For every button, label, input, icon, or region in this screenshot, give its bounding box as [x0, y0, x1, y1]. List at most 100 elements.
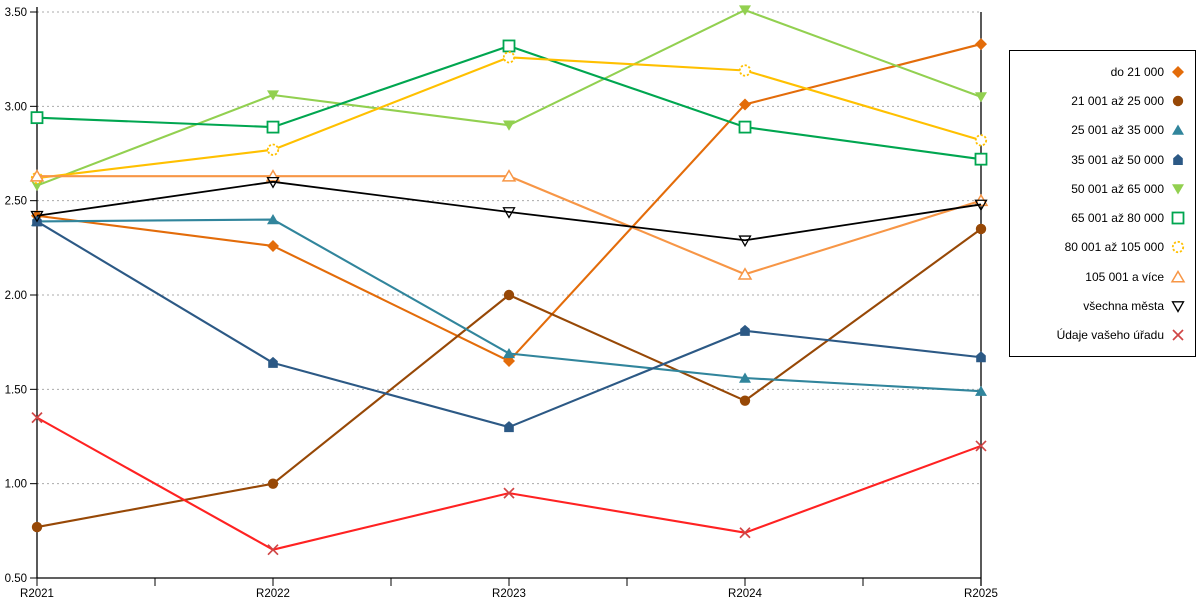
x-tick-label: R2021: [20, 588, 54, 600]
series-marker-icon: [976, 351, 986, 363]
x-tick-label: R2024: [728, 588, 762, 600]
series-marker-icon: [1172, 184, 1184, 195]
series-marker-icon: [266, 143, 280, 156]
series-marker-icon: [1171, 301, 1185, 313]
series-marker-icon: [974, 134, 988, 147]
series-marker-icon: [1170, 269, 1186, 283]
series-marker-icon: [268, 356, 278, 368]
series-marker-icon: [501, 169, 517, 182]
series-marker-icon: [975, 440, 987, 452]
y-tick-label: 3.00: [5, 101, 27, 113]
legend-marker-icon: [1171, 211, 1185, 225]
legend-marker-icon: [1172, 184, 1184, 195]
series-21-001-až-25-000: [31, 223, 987, 533]
series-marker-icon: [1172, 65, 1184, 78]
legend: do 21 000 21 001 až 25 000 25 001 až 35 00…: [1009, 50, 1196, 357]
series-35-001-až-50-000: [32, 215, 986, 433]
series-marker-icon: [502, 51, 516, 64]
series-marker-icon: [1172, 124, 1184, 135]
series-marker-icon: [975, 385, 987, 396]
legend-item-label: 105 001 a více: [1085, 269, 1164, 284]
series-marker-icon: [975, 223, 987, 235]
series-marker-icon: [31, 180, 43, 192]
legend-marker-icon: [1170, 269, 1186, 283]
legend-item-label: 21 001 až 25 000: [1071, 93, 1164, 108]
series-marker-icon: [739, 527, 751, 539]
series-marker-icon: [974, 152, 988, 166]
series-marker-icon: [739, 98, 751, 111]
series-marker-icon: [503, 487, 515, 499]
series-marker-icon: [267, 239, 279, 252]
series-marker-icon: [266, 176, 280, 189]
legend-item: do 21 000: [1014, 64, 1187, 80]
series-marker-icon: [737, 267, 753, 280]
y-tick-label: 2.50: [5, 196, 27, 208]
series-marker-icon: [504, 421, 514, 433]
legend-marker-icon: [1171, 301, 1185, 313]
series-80-001-až-105-000: [30, 51, 988, 185]
legend-item-label: 65 001 až 80 000: [1071, 211, 1164, 226]
legend-item: Údaje vašeho úřadu: [1014, 327, 1187, 343]
series-65-001-až-80-000: [30, 39, 988, 166]
legend-item: 80 001 až 105 000: [1014, 239, 1187, 255]
series-marker-icon: [1173, 153, 1183, 165]
series-50-001-až-65-000: [31, 5, 987, 192]
y-tick-label: 1.00: [5, 479, 27, 491]
series-marker-icon: [503, 120, 515, 131]
series-marker-icon: [31, 521, 43, 533]
series-marker-icon: [739, 5, 751, 16]
legend-marker-icon: [1172, 65, 1184, 78]
series-všechna-města: [30, 176, 988, 248]
series-marker-icon: [738, 64, 752, 77]
legend-item-label: 80 001 až 105 000: [1064, 240, 1164, 255]
series-marker-icon: [974, 199, 988, 212]
series-údaje-vašeho-úřadu: [31, 412, 987, 556]
x-tick-label: R2022: [256, 588, 290, 600]
legend-item: 50 001 až 65 000: [1014, 181, 1187, 197]
series-marker-icon: [266, 120, 280, 134]
series-marker-icon: [1172, 95, 1184, 107]
x-tick-label: R2023: [492, 588, 526, 600]
series-marker-icon: [1172, 329, 1184, 341]
legend-item: 105 001 a více: [1014, 269, 1187, 285]
legend-item-label: 25 001 až 35 000: [1071, 123, 1164, 138]
series-marker-icon: [975, 38, 987, 51]
series-marker-icon: [740, 324, 750, 336]
legend-item-label: do 21 000: [1110, 64, 1164, 79]
legend-marker-icon: [1172, 329, 1184, 341]
series-marker-icon: [739, 395, 751, 406]
series-105-001-a-více: [29, 169, 989, 280]
series-marker-icon: [975, 92, 987, 103]
y-tick-label: 2.00: [5, 290, 27, 302]
legend-item-label: 50 001 až 65 000: [1071, 181, 1164, 196]
series-marker-icon: [1171, 241, 1185, 254]
legend-marker-icon: [1173, 153, 1183, 165]
x-tick-label: R2025: [964, 588, 998, 600]
series-marker-icon: [502, 207, 516, 219]
y-tick-label: 3.50: [5, 7, 27, 19]
legend-item: 35 001 až 50 000: [1014, 152, 1187, 168]
series-marker-icon: [265, 169, 281, 182]
series-marker-icon: [31, 412, 43, 424]
series-marker-icon: [739, 372, 751, 383]
series-marker-icon: [30, 111, 44, 125]
legend-item: 65 001 až 80 000: [1014, 210, 1187, 226]
legend-marker-icon: [1172, 124, 1184, 135]
legend-item: 25 001 až 35 000: [1014, 122, 1187, 138]
series-marker-icon: [267, 214, 279, 225]
series-marker-icon: [29, 169, 45, 182]
series-marker-icon: [738, 235, 752, 248]
series-marker-icon: [503, 289, 515, 301]
series-marker-icon: [738, 120, 752, 134]
axes: 0.50 1.00 1.50 2.00 2.50 3.00 3.50 R2021 R2022 R2…: [5, 7, 998, 600]
y-tick-label: 1.50: [5, 384, 27, 396]
legend-item: 21 001 až 25 000: [1014, 93, 1187, 109]
legend-item-label: 35 001 až 50 000: [1071, 152, 1164, 167]
series-marker-icon: [267, 544, 279, 556]
series-marker-icon: [503, 347, 515, 359]
legend-marker-icon: [1172, 95, 1184, 107]
series-do-21-000: [31, 38, 987, 368]
series-marker-icon: [267, 478, 279, 489]
